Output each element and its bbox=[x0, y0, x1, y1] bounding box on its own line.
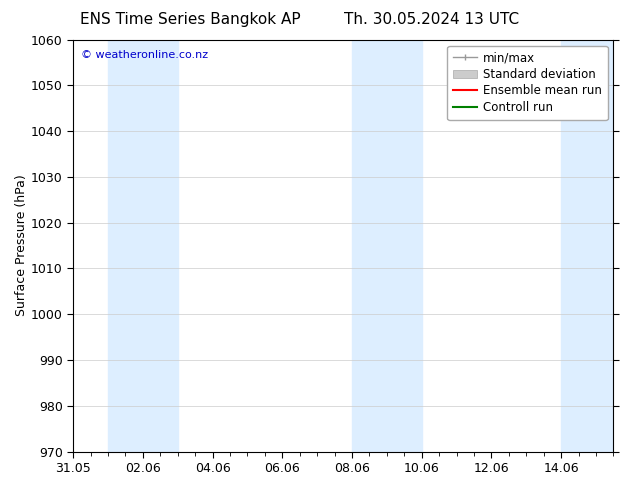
Bar bbox=[108, 40, 178, 452]
Legend: min/max, Standard deviation, Ensemble mean run, Controll run: min/max, Standard deviation, Ensemble me… bbox=[448, 46, 607, 120]
Text: Th. 30.05.2024 13 UTC: Th. 30.05.2024 13 UTC bbox=[344, 12, 519, 27]
Text: ENS Time Series Bangkok AP: ENS Time Series Bangkok AP bbox=[80, 12, 301, 27]
Text: © weatheronline.co.nz: © weatheronline.co.nz bbox=[81, 50, 209, 60]
Bar bbox=[561, 40, 614, 452]
Y-axis label: Surface Pressure (hPa): Surface Pressure (hPa) bbox=[15, 175, 28, 317]
Bar bbox=[352, 40, 422, 452]
